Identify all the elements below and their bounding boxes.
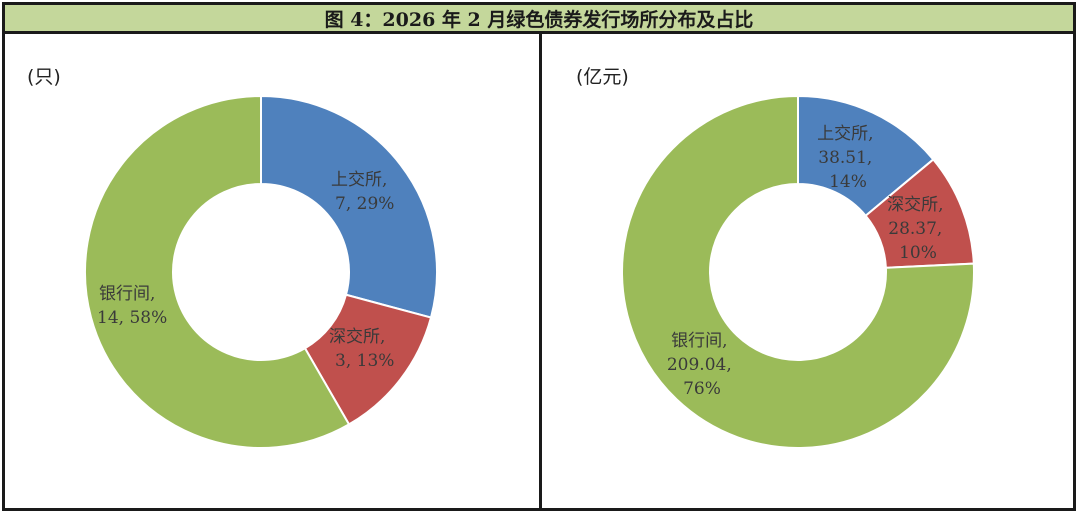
slice-label-sse: 上交所, 38.51, 14% <box>817 124 879 192</box>
chart-panel-amount: (亿元) 上交所, 38.51, 14% 深交所, 28.37, 10% 银行间… <box>539 34 1076 511</box>
unit-label: (亿元) <box>576 66 629 88</box>
slice-interbank <box>621 94 975 449</box>
slice-interbank <box>84 94 351 449</box>
slice-label-interbank: 银行间, 14, 58% <box>97 284 167 328</box>
slice-label-interbank: 银行间, 209.04, 76% <box>667 331 737 399</box>
donut-chart-count: 上交所, 7, 29% 深交所, 3, 13% 银行间, 14, 58% <box>84 94 438 449</box>
chart-panel-count: (只) 上交所, 7, 29% 深交所, 3, 13% 银行间, 14, 58% <box>2 34 542 511</box>
donut-chart-amount: 上交所, 38.51, 14% 深交所, 28.37, 10% 银行间, 209… <box>621 94 975 449</box>
unit-label: (只) <box>27 66 61 88</box>
slice-label-sse: 上交所, 7, 29% <box>331 170 394 214</box>
figure-title: 图 4：2026 年 2 月绿色债券发行场所分布及占比 <box>324 8 754 31</box>
donut-slices <box>621 94 975 449</box>
figure-title-bar: 图 4：2026 年 2 月绿色债券发行场所分布及占比 <box>2 2 1076 34</box>
slice-label-szse: 深交所, 28.37, 10% <box>887 195 949 263</box>
donut-slices <box>84 94 438 449</box>
slice-label-szse: 深交所, 3, 13% <box>329 327 394 371</box>
slice-sse <box>260 94 438 319</box>
